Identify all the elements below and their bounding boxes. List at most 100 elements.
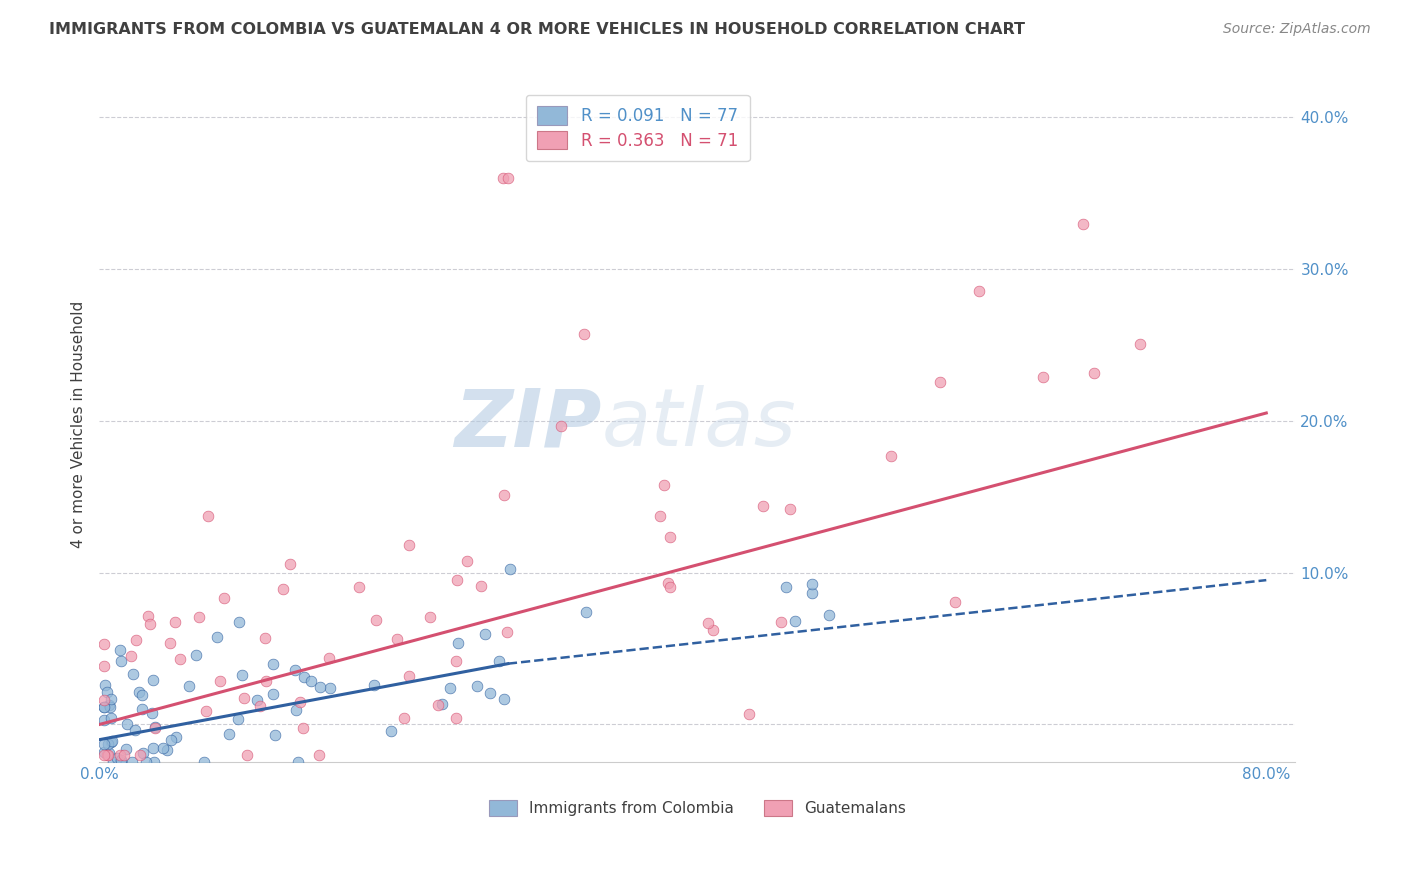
- Point: [488, 655, 510, 669]
- Point: [97, 747, 120, 762]
- Point: [197, 509, 219, 524]
- Point: [235, 747, 257, 762]
- Point: [246, 693, 269, 707]
- Point: [779, 502, 801, 516]
- Point: [135, 756, 157, 770]
- Point: [284, 663, 307, 677]
- Point: [264, 728, 287, 742]
- Point: [1071, 217, 1094, 231]
- Text: Source: ZipAtlas.com: Source: ZipAtlas.com: [1223, 22, 1371, 37]
- Point: [110, 655, 132, 669]
- Point: [129, 747, 152, 762]
- Point: [124, 723, 146, 737]
- Point: [499, 562, 522, 576]
- Point: [231, 668, 253, 682]
- Point: [446, 573, 468, 587]
- Point: [262, 687, 284, 701]
- Point: [98, 698, 121, 712]
- Point: [96, 747, 118, 762]
- Point: [179, 679, 201, 693]
- Point: [128, 685, 150, 699]
- Point: [696, 615, 718, 630]
- Point: [492, 170, 515, 185]
- Point: [226, 712, 249, 726]
- Point: [262, 657, 284, 672]
- Point: [218, 727, 240, 741]
- Point: [479, 686, 502, 700]
- Point: [101, 734, 124, 748]
- Point: [228, 615, 250, 630]
- Point: [100, 711, 122, 725]
- Point: [249, 699, 271, 714]
- Point: [152, 740, 174, 755]
- Point: [254, 673, 277, 688]
- Point: [657, 575, 679, 590]
- Point: [419, 609, 441, 624]
- Point: [93, 637, 115, 651]
- Point: [1083, 366, 1105, 380]
- Point: [318, 681, 340, 695]
- Point: [131, 702, 153, 716]
- Point: [1032, 370, 1054, 384]
- Point: [138, 616, 160, 631]
- Point: [93, 737, 115, 751]
- Point: [93, 745, 115, 759]
- Point: [456, 554, 478, 568]
- Point: [93, 713, 115, 727]
- Point: [967, 284, 990, 298]
- Point: [96, 684, 118, 698]
- Point: [93, 700, 115, 714]
- Point: [659, 530, 682, 544]
- Point: [474, 627, 496, 641]
- Point: [108, 747, 131, 762]
- Point: [494, 488, 516, 502]
- Point: [160, 733, 183, 747]
- Point: [292, 670, 315, 684]
- Point: [143, 721, 166, 735]
- Point: [285, 703, 308, 717]
- Point: [136, 609, 159, 624]
- Point: [349, 580, 371, 594]
- Point: [132, 747, 155, 761]
- Point: [398, 669, 420, 683]
- Point: [108, 643, 131, 657]
- Point: [120, 649, 142, 664]
- Point: [496, 624, 519, 639]
- Point: [385, 632, 408, 647]
- Point: [163, 615, 186, 629]
- Point: [159, 636, 181, 650]
- Point: [93, 747, 115, 762]
- Point: [770, 615, 793, 629]
- Point: [309, 680, 332, 694]
- Point: [98, 746, 121, 760]
- Point: [94, 678, 117, 692]
- Point: [880, 449, 903, 463]
- Point: [212, 591, 235, 605]
- Point: [290, 695, 312, 709]
- Point: [105, 751, 128, 765]
- Text: atlas: atlas: [602, 385, 797, 464]
- Point: [575, 605, 598, 619]
- Point: [470, 579, 492, 593]
- Point: [550, 419, 572, 434]
- Point: [121, 756, 143, 770]
- Point: [125, 633, 148, 648]
- Point: [659, 581, 682, 595]
- Point: [432, 697, 454, 711]
- Point: [426, 698, 449, 713]
- Point: [308, 747, 330, 762]
- Point: [392, 711, 415, 725]
- Point: [465, 679, 488, 693]
- Point: [103, 756, 125, 770]
- Point: [208, 674, 231, 689]
- Point: [187, 609, 209, 624]
- Point: [156, 743, 179, 757]
- Point: [110, 753, 132, 767]
- Point: [498, 170, 520, 185]
- Point: [112, 747, 135, 762]
- Point: [1129, 337, 1152, 351]
- Point: [398, 537, 420, 551]
- Point: [110, 756, 132, 770]
- Point: [205, 630, 228, 644]
- Text: ZIP: ZIP: [454, 385, 602, 464]
